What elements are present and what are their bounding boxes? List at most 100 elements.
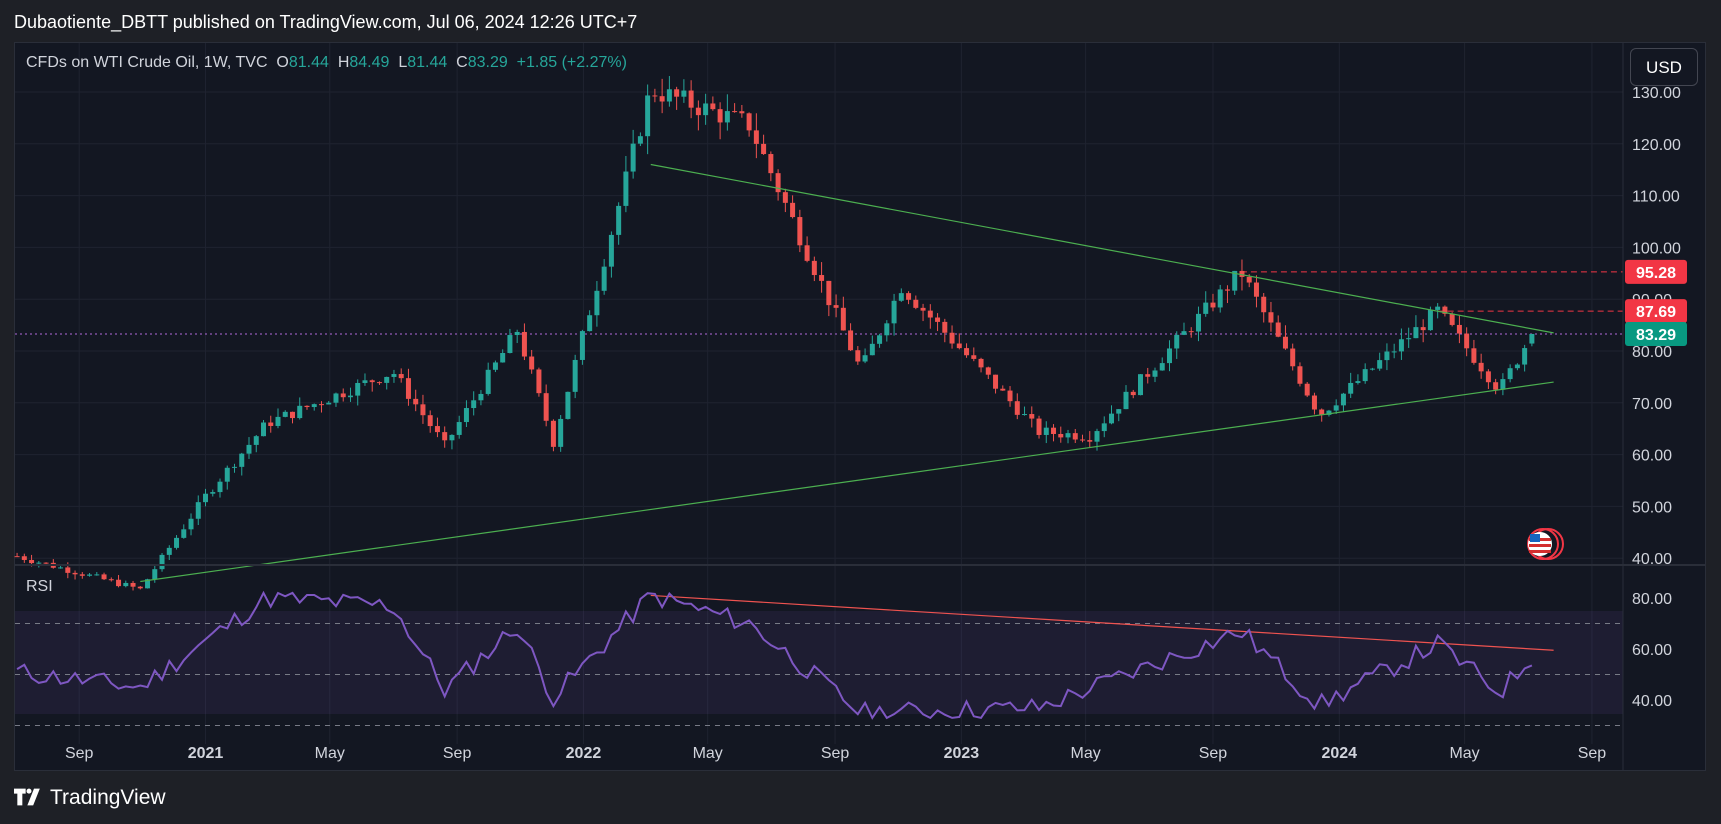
candle-body	[1145, 374, 1151, 377]
rsi-label[interactable]: RSI	[26, 578, 53, 595]
currency-button[interactable]: USD	[1630, 48, 1698, 86]
candle-body	[500, 352, 506, 363]
candle-body	[1493, 382, 1499, 390]
candle-body	[1442, 306, 1448, 314]
high-value: 84.49	[349, 54, 390, 71]
candle-body	[355, 382, 361, 396]
time-axis[interactable]: Sep 2021 May Sep 2022 May Sep 2023 May Sep 2024 May…	[65, 745, 1606, 762]
candle-body	[1261, 296, 1267, 313]
candle-body	[724, 111, 730, 123]
rsi-axis[interactable]: 80.00 60.00 40.00	[1632, 591, 1672, 710]
candle-body	[840, 307, 846, 331]
price-tag-label: 95.28	[1636, 265, 1676, 282]
time-tick-label: May	[315, 745, 345, 762]
price-tick-label: 80.00	[1632, 344, 1672, 361]
candle-body	[1195, 313, 1201, 332]
candle-body	[587, 315, 593, 332]
chart-frame[interactable]	[14, 42, 1706, 771]
candle-body	[1478, 362, 1484, 372]
candle-body	[782, 192, 788, 203]
candle-body	[195, 502, 201, 519]
candle-body	[152, 569, 158, 580]
rsi-tick-label: 80.00	[1632, 591, 1672, 608]
price-tags: 95.28 87.69 83.29	[1625, 259, 1687, 346]
candle-body	[681, 90, 687, 97]
candle-body	[855, 350, 861, 362]
candle-body	[717, 109, 723, 123]
candle-body	[29, 559, 35, 564]
candle-body	[1181, 331, 1187, 335]
candle-body	[1065, 433, 1071, 438]
candle-body	[1471, 348, 1477, 363]
trendlines	[140, 163, 1554, 651]
candle-body	[1319, 409, 1325, 415]
candle-body	[1406, 338, 1412, 340]
candle-body	[376, 382, 382, 384]
symbol-legend[interactable]: CFDs on WTI Crude Oil, 1W, TVC O81.44 H8…	[26, 54, 627, 72]
candle-body	[623, 171, 629, 206]
candle-body	[768, 154, 774, 174]
price-tick-label: 40.00	[1632, 551, 1672, 568]
candle-body	[21, 556, 27, 560]
candle-body	[1253, 282, 1259, 297]
close-label: C	[456, 54, 468, 71]
time-tick-label: Sep	[821, 745, 850, 762]
rsi-tick-label: 40.00	[1632, 693, 1672, 710]
candle-body	[848, 330, 854, 351]
candle-body	[1007, 390, 1013, 402]
candle-body	[1232, 270, 1238, 291]
candle-body	[65, 567, 71, 573]
price-tick-label: 120.00	[1632, 137, 1681, 154]
candle-body	[1159, 363, 1165, 371]
candle-body	[347, 395, 353, 398]
candle-body	[456, 422, 462, 435]
candle-body	[311, 404, 317, 408]
candle-body	[449, 434, 455, 441]
candle-body	[181, 529, 187, 538]
candle-body	[1029, 414, 1035, 419]
candle-body	[463, 408, 469, 423]
candle-body	[775, 173, 781, 193]
candle-body	[253, 436, 259, 445]
us-flag-icon[interactable]	[1527, 528, 1564, 560]
candle-body	[101, 574, 107, 580]
candle-body	[550, 420, 556, 447]
candle-body	[927, 310, 933, 318]
candle-body	[123, 582, 129, 587]
candle-body	[58, 567, 64, 569]
candle-body	[391, 374, 397, 377]
candle-body	[478, 393, 484, 401]
symbol-name: CFDs on WTI Crude Oil, 1W, TVC	[26, 54, 268, 71]
close-value: 83.29	[467, 54, 508, 71]
candle-body	[985, 367, 991, 375]
candle-body	[174, 537, 180, 548]
candle-body	[1384, 351, 1390, 361]
candle-body	[130, 582, 136, 587]
change-value: +1.85 (+2.27%)	[516, 54, 627, 71]
candle-body	[1326, 410, 1332, 415]
candle-body	[1137, 374, 1143, 396]
candle-body	[427, 415, 433, 427]
candle-body	[616, 205, 622, 235]
candle-body	[442, 432, 448, 441]
candle-body	[398, 374, 404, 379]
grid	[15, 43, 1623, 744]
price-axis[interactable]: 130.00120.00110.00100.0090.0080.0070.006…	[1632, 85, 1681, 568]
candle-body	[1377, 360, 1383, 369]
time-tick-label: Sep	[443, 745, 472, 762]
candle-body	[326, 402, 332, 405]
candle-body	[645, 95, 651, 137]
candle-body	[652, 95, 658, 97]
time-tick-label: May	[1449, 745, 1479, 762]
candle-body	[1420, 327, 1426, 331]
time-tick-label: Sep	[65, 745, 94, 762]
rsi-tick-label: 60.00	[1632, 642, 1672, 659]
candle-body	[246, 444, 252, 454]
time-tick-label: 2021	[188, 745, 224, 762]
price-tick-label: 50.00	[1632, 499, 1672, 516]
candle-body	[1268, 312, 1274, 323]
candle-body	[536, 369, 542, 394]
candle-body	[1174, 334, 1180, 349]
price-tag-box	[1625, 299, 1687, 324]
